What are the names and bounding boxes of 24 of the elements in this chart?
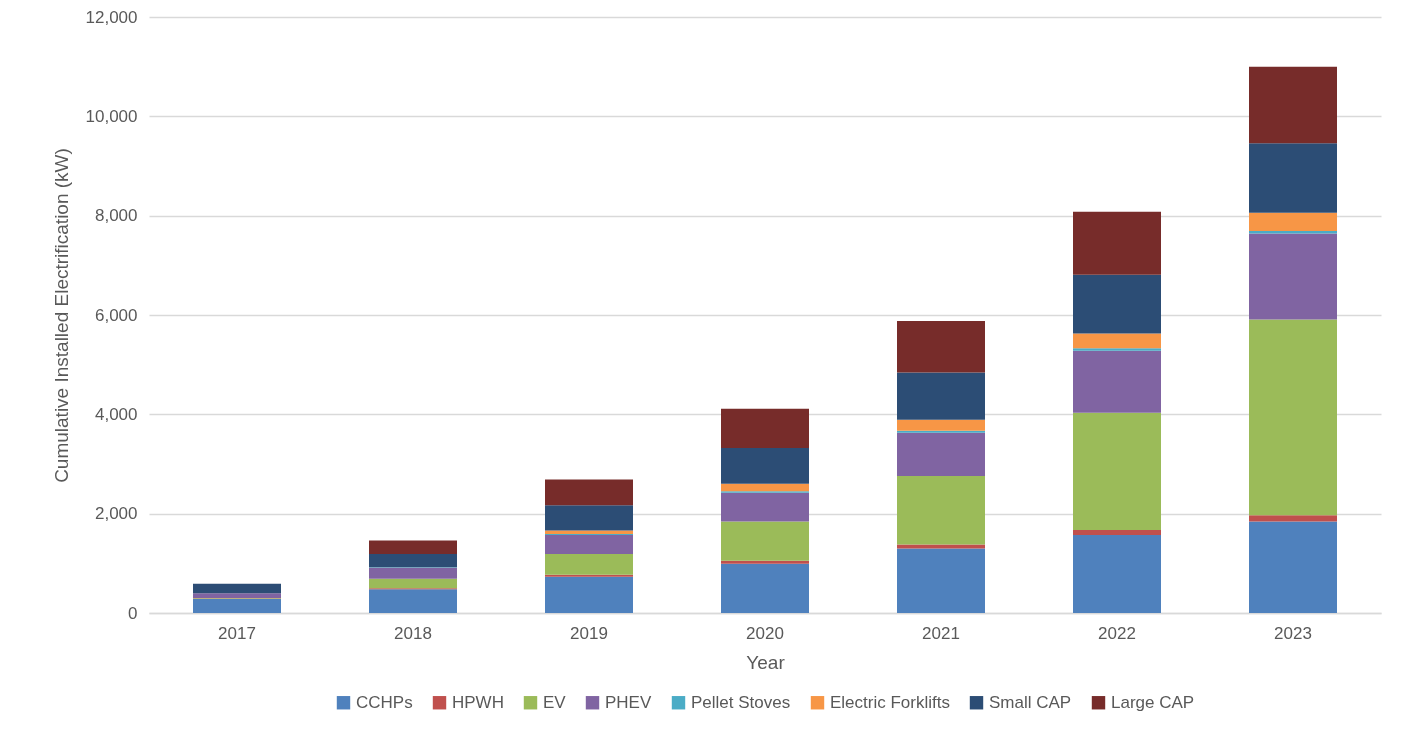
y-tick-label: 4,000	[94, 404, 138, 424]
x-tick-label: 2018	[394, 623, 432, 643]
y-tick-label: 2,000	[94, 504, 138, 524]
y-tick-label: 12,000	[85, 7, 138, 27]
y-tick-label: 8,000	[94, 206, 138, 226]
legend-label: HPWH	[452, 692, 504, 712]
x-tick-label: 2020	[746, 623, 784, 643]
x-tick-label: 2022	[1098, 623, 1136, 643]
y-axis-title: Cumulative Installed Electrification (kW)	[50, 148, 72, 483]
legend-label: Pellet Stoves	[691, 692, 791, 712]
x-tick-label: 2023	[1274, 623, 1312, 643]
legend-label: EV	[543, 692, 567, 712]
x-tick-label: 2017	[218, 623, 256, 643]
x-axis-title: Year	[746, 651, 786, 673]
legend-label: Large CAP	[1111, 692, 1195, 712]
legend-label: CCHPs	[356, 692, 413, 712]
legend-label: Small CAP	[989, 692, 1072, 712]
y-tick-label: 6,000	[94, 305, 138, 325]
y-tick-label: 10,000	[85, 106, 138, 126]
x-tick-label: 2021	[922, 623, 960, 643]
x-tick-label: 2019	[570, 623, 608, 643]
y-tick-label: 0	[128, 603, 138, 623]
legend-label: Electric Forklifts	[830, 692, 950, 712]
legend-label: PHEV	[605, 692, 652, 712]
